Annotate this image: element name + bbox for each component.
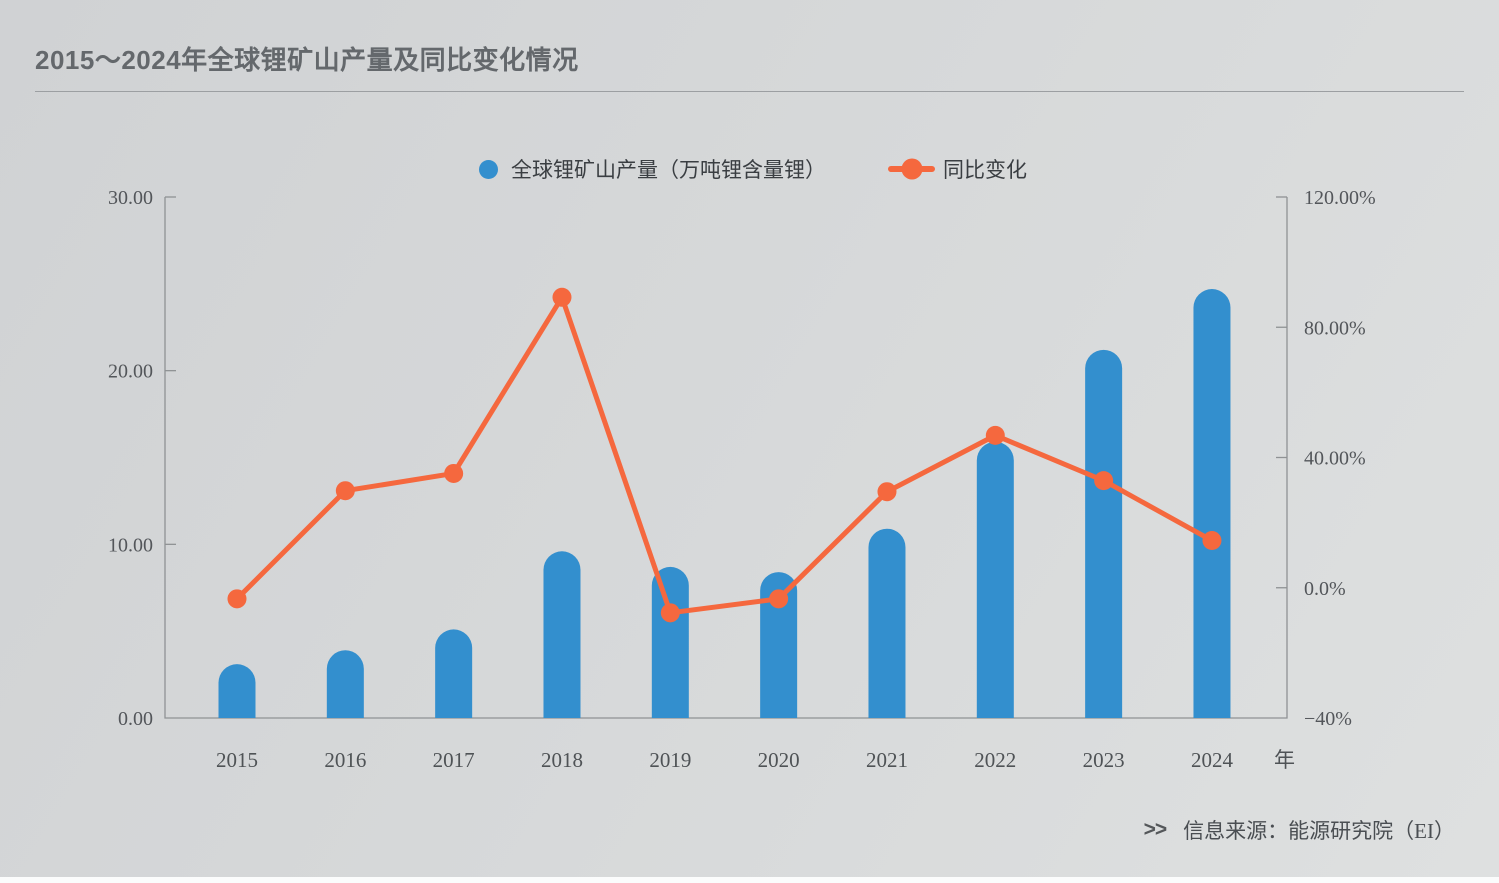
marker-2021 <box>877 482 897 502</box>
bar-2019 <box>651 566 689 718</box>
right-axis-label: 0.0% <box>1304 578 1346 600</box>
x-label-2015: 2015 <box>216 748 258 772</box>
x-label-2016: 2016 <box>324 748 366 772</box>
x-label-2020: 2020 <box>758 748 800 772</box>
legend-yoy-label: 同比变化 <box>943 158 1027 182</box>
left-axis-label: 20.00 <box>108 361 153 383</box>
x-label-2023: 2023 <box>1083 748 1125 772</box>
legend-production-label: 全球锂矿山产量（万吨锂含量锂） <box>511 158 826 182</box>
legend-item-production: 全球锂矿山产量（万吨锂含量锂） <box>479 154 826 184</box>
bar-2015 <box>218 664 256 718</box>
marker-2022 <box>985 425 1005 445</box>
title-divider <box>35 91 1464 92</box>
marker-2016 <box>335 481 355 501</box>
bar-2017 <box>435 629 473 718</box>
yoy-line <box>234 294 1215 616</box>
chevrons-icon: >> <box>1143 818 1168 841</box>
right-axis-label: 80.00% <box>1304 317 1366 339</box>
x-unit-label: 年 <box>1274 748 1295 772</box>
bottom-strip <box>0 877 1499 883</box>
bar-2021 <box>868 528 906 718</box>
bar-2024 <box>1193 289 1231 718</box>
right-axis-label: −40% <box>1304 708 1352 730</box>
left-axis-label: 30.00 <box>108 187 153 209</box>
yoy-line-icon <box>888 158 935 180</box>
legend-item-yoy: 同比变化 <box>888 154 1027 184</box>
bar-2023 <box>1085 349 1123 718</box>
x-label-2021: 2021 <box>866 748 908 772</box>
marker-2018 <box>552 287 572 307</box>
bar-2016 <box>326 650 364 718</box>
bar-2022 <box>976 441 1014 718</box>
chart-legend: 全球锂矿山产量（万吨锂含量锂） 同比变化 <box>479 154 1027 184</box>
bar-2020 <box>760 572 798 718</box>
source-note: >> 信息来源：能源研究院（EI） <box>1144 815 1455 845</box>
x-label-2018: 2018 <box>541 748 583 772</box>
right-axis-label: 40.00% <box>1304 448 1366 470</box>
x-label-2022: 2022 <box>974 748 1016 772</box>
x-label-2019: 2019 <box>649 748 691 772</box>
x-label-2017: 2017 <box>433 748 475 772</box>
page-title: 2015～2024年全球锂矿山产量及同比变化情况 <box>35 45 579 75</box>
x-label-2024: 2024 <box>1191 748 1234 772</box>
marker-2024 <box>1202 531 1222 551</box>
marker-2019 <box>660 603 680 623</box>
production-dot-icon <box>479 159 498 179</box>
bar-2018 <box>543 551 581 718</box>
yoy-dot-icon <box>901 158 922 180</box>
left-axis-label: 10.00 <box>108 534 153 556</box>
marker-2017 <box>444 463 464 483</box>
right-axis-label: 120.00% <box>1304 187 1376 209</box>
marker-2020 <box>769 589 789 609</box>
marker-2015 <box>227 589 247 609</box>
source-text: 信息来源：能源研究院（EI） <box>1183 819 1455 843</box>
left-axis-label: 0.00 <box>118 708 153 730</box>
marker-2023 <box>1094 471 1114 491</box>
